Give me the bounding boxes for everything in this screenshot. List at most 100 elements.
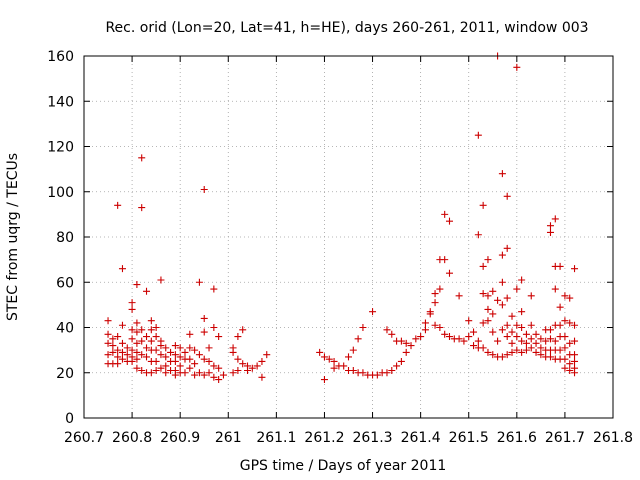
data-point [320, 353, 328, 361]
data-point [234, 366, 242, 374]
data-point [537, 351, 545, 359]
data-point [205, 357, 213, 365]
data-point [484, 305, 492, 313]
data-point [402, 339, 410, 347]
data-point [484, 256, 492, 264]
data-point [210, 285, 218, 293]
data-point [465, 317, 473, 325]
data-point [474, 231, 482, 239]
data-point [571, 369, 579, 377]
data-point [465, 333, 473, 341]
data-point [546, 326, 554, 334]
data-point [186, 344, 194, 352]
data-point [114, 346, 122, 354]
x-tick-label: 261.5 [449, 430, 489, 446]
data-point [138, 366, 146, 374]
data-point [330, 357, 338, 365]
data-point [498, 353, 506, 361]
data-point [556, 346, 564, 354]
data-point [421, 319, 429, 327]
data-point [162, 362, 170, 370]
data-point [215, 364, 223, 372]
data-point [143, 353, 151, 361]
data-point [167, 348, 175, 356]
data-point [128, 305, 136, 313]
data-point [195, 369, 203, 377]
data-point [441, 210, 449, 218]
data-point [431, 290, 439, 298]
data-point [114, 360, 122, 368]
data-point [498, 170, 506, 178]
data-point [522, 346, 530, 354]
data-point [546, 222, 554, 230]
data-point [441, 256, 449, 264]
data-point [546, 353, 554, 361]
data-point [373, 371, 381, 379]
y-axis-label: STEC from uqrg / TECUs [5, 153, 21, 321]
data-point [518, 308, 526, 316]
data-point [320, 376, 328, 384]
data-point [518, 337, 526, 345]
data-point [489, 310, 497, 318]
data-point [157, 276, 165, 284]
x-tick-label: 261.7 [545, 430, 585, 446]
data-point [138, 351, 146, 359]
data-point [109, 335, 117, 343]
data-point [152, 333, 160, 341]
data-point [157, 364, 165, 372]
data-point [566, 366, 574, 374]
data-point [431, 321, 439, 329]
data-point [263, 351, 271, 359]
data-point [551, 337, 559, 345]
data-point [532, 339, 540, 347]
data-point [474, 131, 482, 139]
data-point [527, 292, 535, 300]
data-point [503, 244, 511, 252]
data-point [479, 262, 487, 270]
data-point [527, 344, 535, 352]
data-point [143, 344, 151, 352]
data-point [489, 351, 497, 359]
data-point [118, 321, 126, 329]
data-point [561, 344, 569, 352]
y-tick-label: 80 [56, 230, 74, 246]
data-point [513, 63, 521, 71]
data-point [494, 337, 502, 345]
data-point [114, 333, 122, 341]
data-point [349, 346, 357, 354]
data-point [219, 371, 227, 379]
data-point [498, 251, 506, 259]
data-point [104, 330, 112, 338]
data-point [522, 330, 530, 338]
data-point [383, 369, 391, 377]
data-point [513, 321, 521, 329]
x-tick-label: 261 [215, 430, 242, 446]
data-point [503, 351, 511, 359]
data-point [470, 328, 478, 336]
data-point [253, 362, 261, 370]
y-tick-label: 60 [56, 275, 74, 291]
data-point [561, 317, 569, 325]
data-point [494, 296, 502, 304]
data-point [133, 328, 141, 336]
data-point [147, 337, 155, 345]
data-point [162, 353, 170, 361]
data-point [340, 362, 348, 370]
data-point [489, 328, 497, 336]
data-point [205, 369, 213, 377]
data-point [498, 326, 506, 334]
data-point [147, 369, 155, 377]
data-point [152, 324, 160, 331]
data-point [191, 346, 199, 354]
data-point [369, 308, 377, 316]
data-point [460, 337, 468, 345]
data-point [152, 346, 160, 354]
data-point [537, 344, 545, 352]
data-point [200, 328, 208, 336]
data-point [508, 312, 516, 320]
x-tick-label: 261.6 [497, 430, 537, 446]
y-tick-label: 120 [47, 140, 74, 156]
data-point [412, 335, 420, 343]
data-point [109, 348, 117, 356]
